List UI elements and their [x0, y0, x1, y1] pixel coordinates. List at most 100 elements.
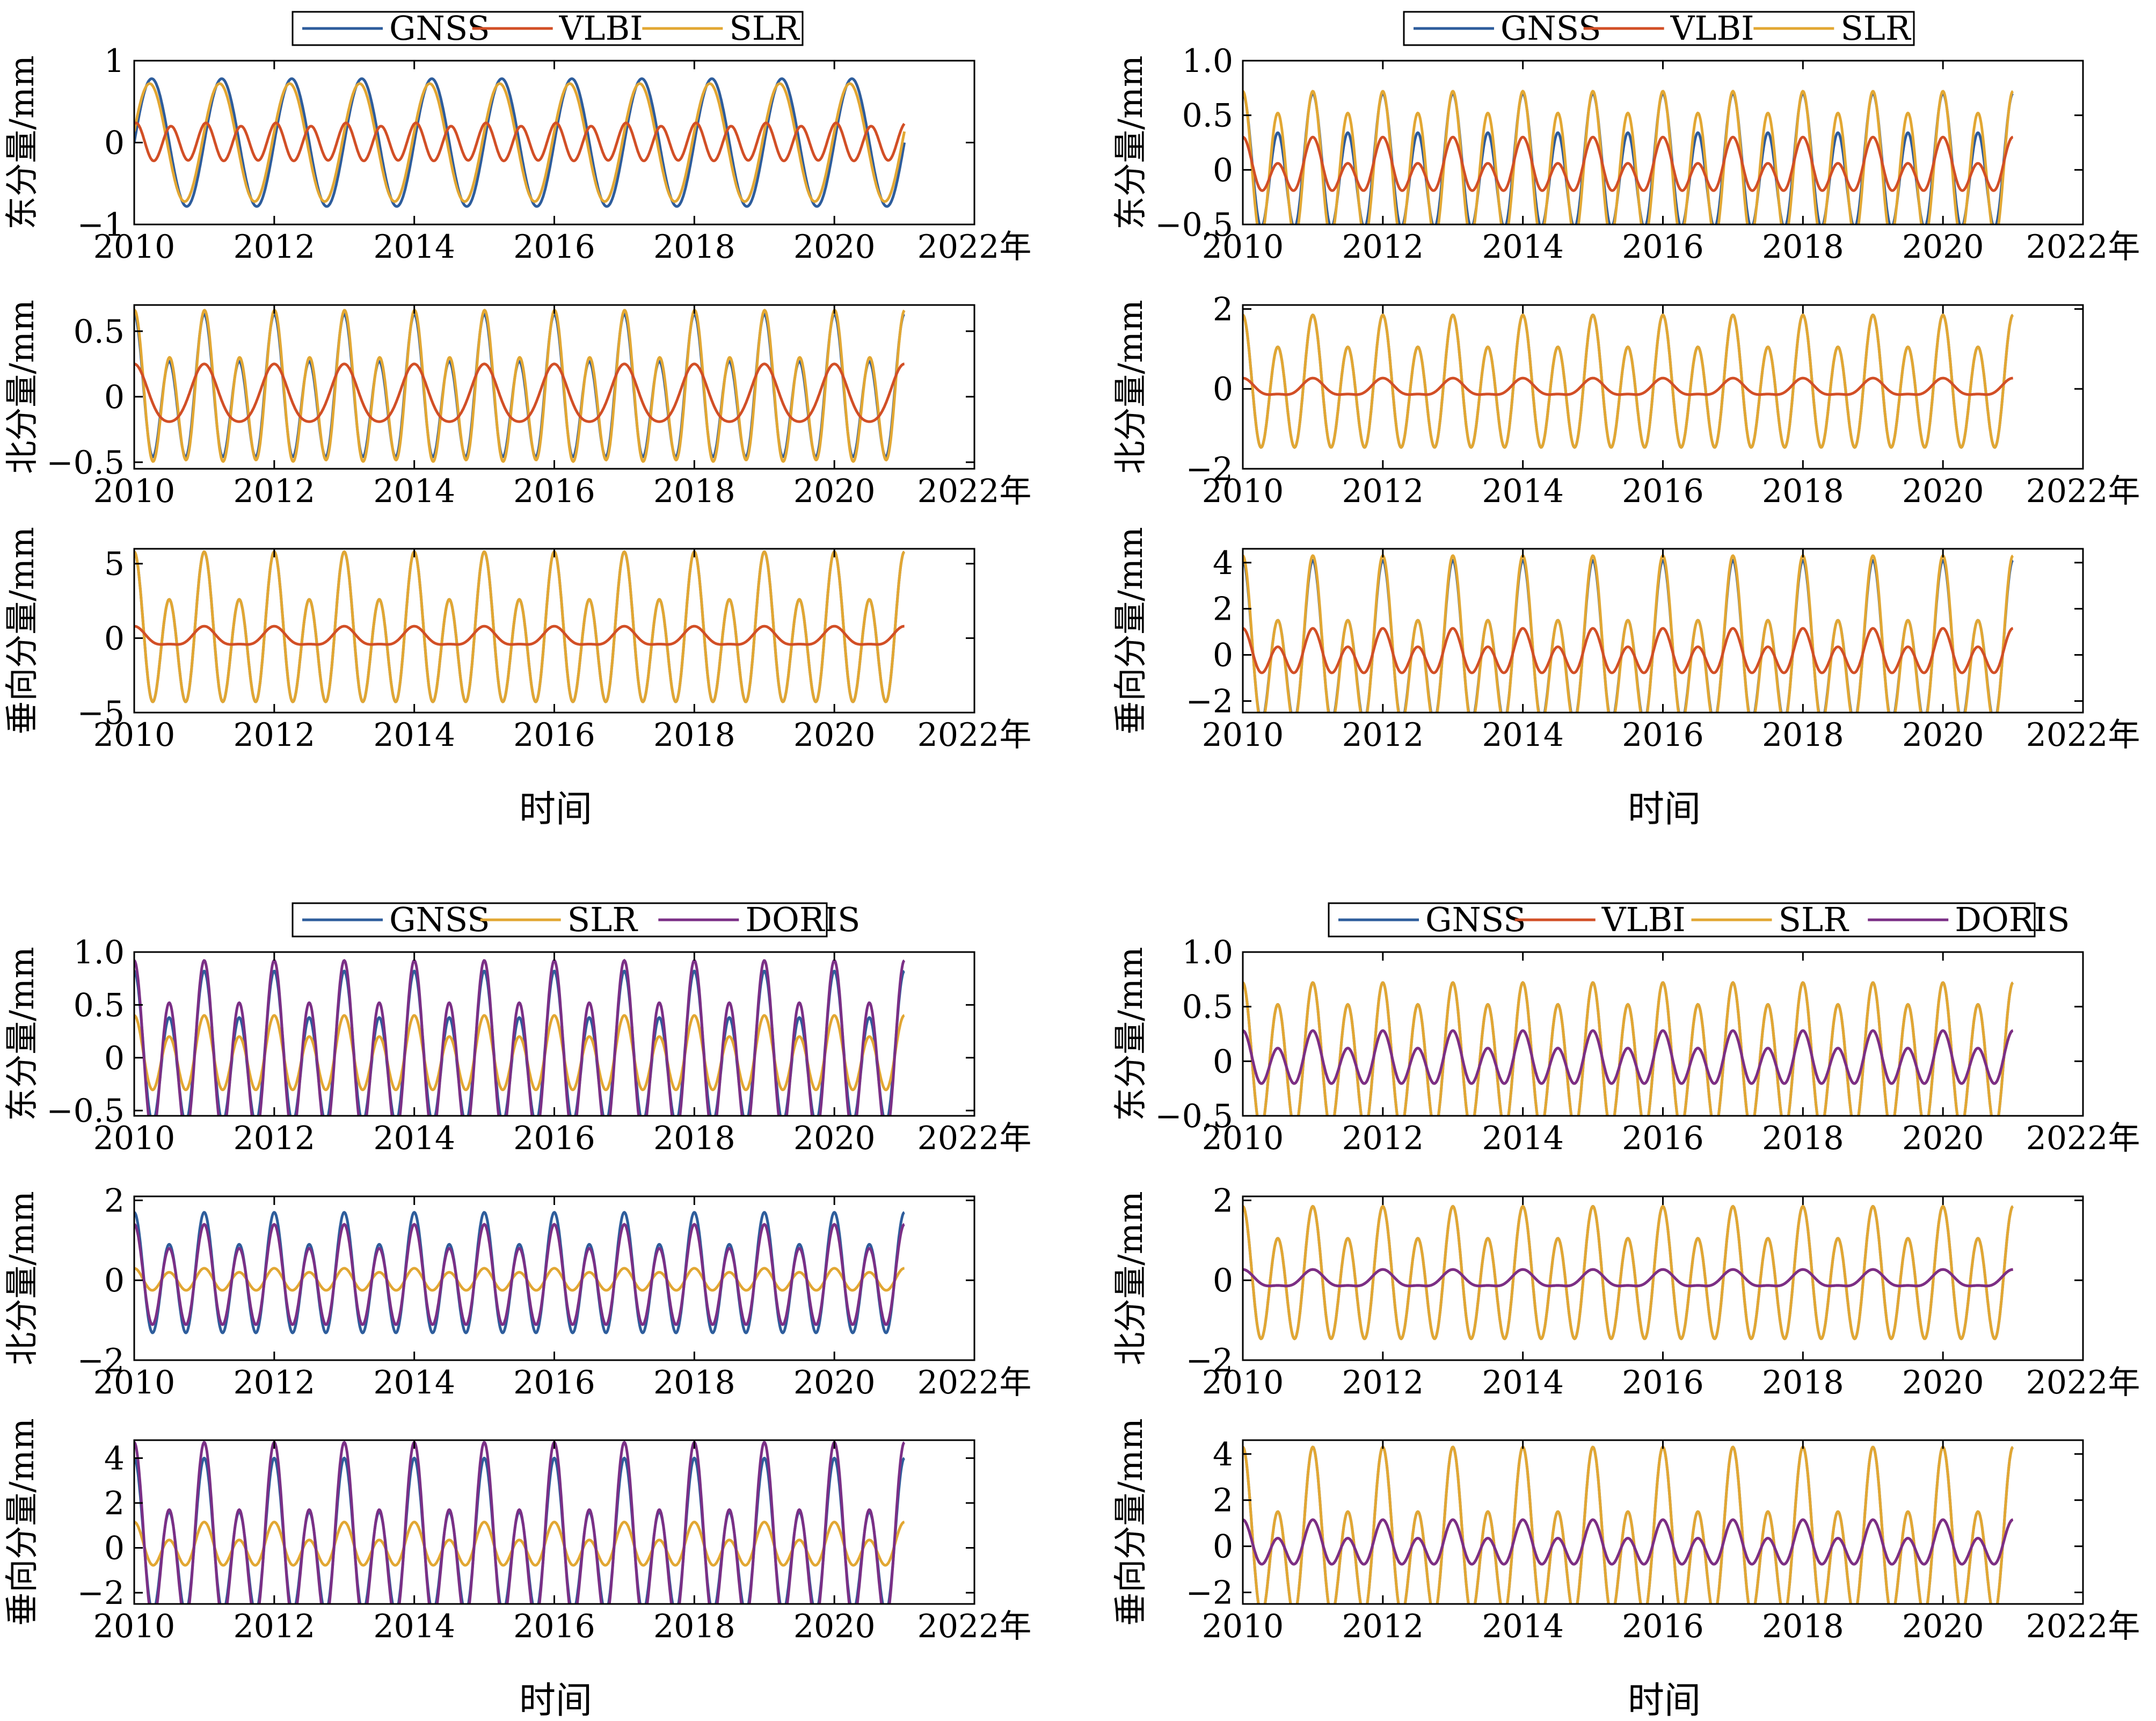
x-tick-label: 2010	[1202, 1120, 1284, 1157]
y-tick-label: 0	[104, 125, 125, 162]
y-axis-label: 东分量/mm	[1111, 55, 1150, 229]
y-tick-label: 5	[104, 546, 125, 583]
legend-label-vlbi: VLBI	[1670, 9, 1754, 48]
x-tick-label: 2010	[93, 228, 176, 266]
y-tick-label: 1.0	[74, 934, 125, 971]
x-tick-label: 2022年	[917, 716, 1032, 754]
y-tick-label: −2	[1186, 683, 1233, 721]
x-tick-label: 2016	[1622, 1608, 1704, 1645]
y-tick-label: 0	[104, 1530, 125, 1567]
y-axis-label: 东分量/mm	[1111, 947, 1150, 1121]
y-tick-label: 4	[104, 1440, 125, 1477]
y-axis-label: 北分量/mm	[1111, 1191, 1150, 1365]
x-tick-label: 2016	[513, 716, 595, 754]
y-tick-label: −0.5	[1155, 1098, 1233, 1135]
x-tick-label: 2014	[373, 716, 455, 754]
x-tick-label: 2014	[373, 1608, 455, 1645]
legend-label-slr: SLR	[729, 9, 800, 48]
x-tick-label: 2022年	[2026, 1120, 2140, 1157]
y-tick-label: 0	[1213, 1528, 1233, 1566]
x-tick-label: 2022年	[917, 1364, 1032, 1402]
y-tick-label: 2	[1213, 1482, 1233, 1520]
y-tick-label: 0	[104, 379, 125, 416]
x-tick-label: 2020	[793, 473, 876, 510]
x-tick-label: 2018	[1762, 1364, 1844, 1402]
x-tick-label: 2022年	[2026, 716, 2140, 754]
x-tick-label: 2012	[1342, 473, 1424, 510]
series-line-vlbi	[134, 625, 905, 646]
x-tick-label: 2014	[1482, 716, 1564, 754]
x-tick-label: 2010	[93, 716, 176, 754]
x-tick-label: 2022年	[2026, 228, 2140, 266]
x-tick-label: 2016	[513, 473, 595, 510]
x-tick-label: 2020	[1902, 1120, 1984, 1157]
y-tick-label: 0	[1213, 371, 1233, 408]
y-tick-label: 0	[1213, 1262, 1233, 1299]
x-tick-label: 2010	[1202, 1364, 1284, 1402]
x-tick-label: 2020	[793, 1120, 876, 1157]
x-tick-label: 2012	[233, 473, 315, 510]
series-line-slr	[1243, 313, 2014, 449]
x-tick-label: 2010	[1202, 1608, 1284, 1645]
x-tick-label: 2016	[1622, 473, 1704, 510]
x-tick-label: 2014	[1482, 473, 1564, 510]
y-tick-label: 1	[104, 42, 125, 80]
series-line-doris	[134, 958, 906, 1116]
x-tick-label: 2022年	[917, 228, 1032, 266]
x-axis-label-time: 时间	[1628, 788, 1701, 831]
legend-label-gnss: GNSS	[1425, 900, 1526, 939]
x-tick-label: 2018	[1762, 228, 1844, 266]
x-axis-label-time: 时间	[1628, 1680, 1701, 1721]
x-tick-label: 2018	[653, 473, 735, 510]
x-tick-label: 2018	[653, 716, 735, 754]
series-line-slr	[1243, 89, 2014, 224]
legend-label-doris: DORIS	[1955, 900, 2070, 939]
y-axis-label: 垂向分量/mm	[1111, 1418, 1150, 1625]
series-line-slr	[134, 1267, 905, 1292]
x-tick-label: 2016	[513, 1120, 595, 1157]
series-line-slr	[1243, 1204, 2014, 1340]
x-tick-label: 2012	[1342, 1364, 1424, 1402]
y-tick-label: −1	[77, 206, 125, 244]
x-tick-label: 2018	[653, 228, 735, 266]
y-tick-label: 0.5	[74, 313, 125, 351]
series-line-vlbi	[1243, 627, 2014, 674]
x-tick-label: 2020	[793, 1364, 876, 1402]
x-tick-label: 2012	[233, 1608, 315, 1645]
y-tick-label: 0	[1213, 151, 1233, 189]
y-tick-label: 0.5	[1182, 989, 1233, 1026]
x-tick-label: 2016	[1622, 228, 1704, 266]
x-tick-label: 2020	[1902, 1608, 1984, 1645]
x-tick-label: 2020	[1902, 228, 1984, 266]
y-tick-label: −2	[1186, 1342, 1233, 1379]
series-line-doris	[1243, 1268, 2013, 1288]
y-tick-label: 2	[1213, 591, 1233, 628]
x-tick-label: 2022年	[917, 473, 1032, 510]
x-tick-label: 2010	[1202, 716, 1284, 754]
x-tick-label: 2022年	[917, 1120, 1032, 1157]
y-axis-label: 北分量/mm	[1111, 300, 1150, 474]
y-tick-label: −0.5	[46, 1092, 125, 1130]
legend-label-slr: SLR	[1779, 900, 1850, 939]
x-tick-label: 2010	[93, 1364, 176, 1402]
series-line-slr	[134, 550, 906, 703]
x-axis-label-time: 时间	[519, 1680, 592, 1721]
y-tick-label: 2	[1213, 1182, 1233, 1219]
x-tick-label: 2016	[513, 1364, 595, 1402]
y-axis-label: 垂向分量/mm	[2, 1418, 41, 1625]
y-tick-label: 2	[104, 1485, 125, 1522]
x-tick-label: 2014	[1482, 1364, 1564, 1402]
x-tick-label: 2010	[1202, 228, 1284, 266]
x-tick-label: 2018	[1762, 473, 1844, 510]
x-tick-label: 2014	[373, 1120, 455, 1157]
y-tick-label: 0.5	[74, 986, 125, 1024]
y-tick-label: 2	[1213, 291, 1233, 328]
y-axis-label: 东分量/mm	[2, 55, 41, 229]
y-tick-label: 4	[1213, 544, 1233, 582]
legend-label-slr: SLR	[1840, 9, 1912, 48]
x-tick-label: 2014	[1482, 1120, 1564, 1157]
x-tick-label: 2012	[1342, 1608, 1424, 1645]
x-tick-label: 2020	[1902, 716, 1984, 754]
series-line-slr	[1243, 554, 2014, 713]
